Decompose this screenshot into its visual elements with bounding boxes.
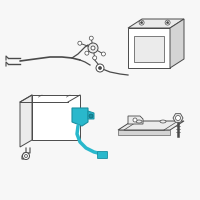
Polygon shape <box>170 19 184 68</box>
Ellipse shape <box>160 120 166 123</box>
Circle shape <box>93 56 97 60</box>
FancyBboxPatch shape <box>98 152 108 158</box>
Circle shape <box>176 116 180 120</box>
Polygon shape <box>173 114 183 122</box>
Circle shape <box>24 154 28 158</box>
Circle shape <box>101 52 105 56</box>
Circle shape <box>165 20 170 25</box>
Circle shape <box>133 118 137 122</box>
Circle shape <box>98 66 102 70</box>
Polygon shape <box>20 95 32 147</box>
Polygon shape <box>32 95 80 140</box>
Polygon shape <box>128 19 184 28</box>
Circle shape <box>85 51 89 55</box>
Ellipse shape <box>136 120 142 123</box>
Circle shape <box>139 20 144 25</box>
Circle shape <box>22 152 30 160</box>
Polygon shape <box>128 28 170 68</box>
Circle shape <box>89 114 93 118</box>
Polygon shape <box>88 111 94 119</box>
Circle shape <box>167 22 169 24</box>
Polygon shape <box>72 108 88 126</box>
Circle shape <box>91 46 95 50</box>
Circle shape <box>141 22 143 24</box>
Polygon shape <box>134 36 164 62</box>
Circle shape <box>89 36 93 40</box>
Polygon shape <box>128 116 143 124</box>
Circle shape <box>78 41 82 45</box>
Polygon shape <box>118 121 184 130</box>
Circle shape <box>96 64 104 72</box>
Circle shape <box>88 43 98 53</box>
Polygon shape <box>118 130 170 135</box>
